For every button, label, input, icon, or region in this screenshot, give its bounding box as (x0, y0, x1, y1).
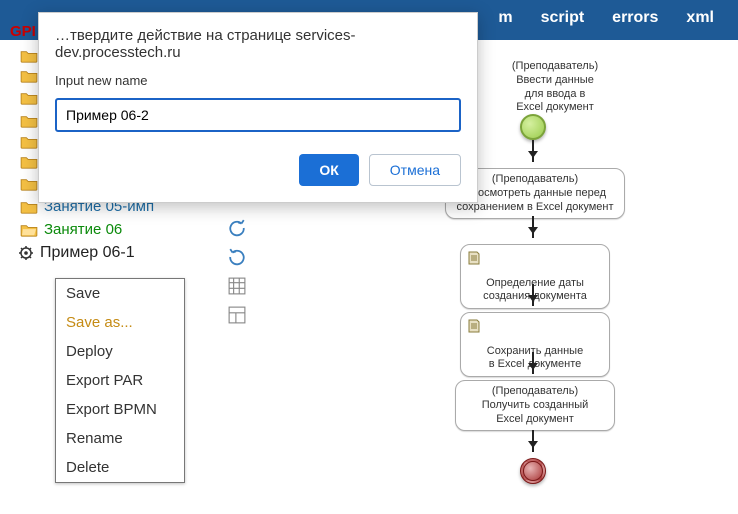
tab-form[interactable]: m (484, 0, 526, 40)
prompt-dialog: …твердите действие на странице services-… (38, 12, 478, 203)
context-menu: Save Save as... Deploy Export PAR Export… (55, 278, 185, 483)
tab-errors[interactable]: errors (598, 0, 672, 40)
folder-open-icon (20, 223, 38, 237)
tree-item-selected[interactable]: Занятие 06 (8, 218, 208, 241)
flow-node-receive[interactable]: (Преподаватель) Получить созданный Excel… (455, 380, 615, 431)
flow-start-label: (Преподаватель) Ввести данные для ввода … (485, 60, 625, 115)
tree-process-node[interactable]: Пример 06-1 (8, 241, 208, 265)
ctx-save[interactable]: Save (56, 279, 184, 308)
layout-icon[interactable] (228, 306, 246, 324)
ctx-export-par[interactable]: Export PAR (56, 366, 184, 395)
folder-icon (20, 114, 38, 128)
undo-icon[interactable] (228, 219, 246, 237)
ctx-deploy[interactable]: Deploy (56, 337, 184, 366)
name-input[interactable] (55, 98, 461, 132)
ctx-rename[interactable]: Rename (56, 424, 184, 453)
cancel-button[interactable]: Отмена (369, 154, 461, 186)
folder-icon (20, 49, 38, 63)
grid-icon[interactable] (228, 277, 246, 295)
flow-arrow (532, 430, 534, 452)
redo-icon[interactable] (228, 248, 246, 266)
ctx-save-as[interactable]: Save as... (56, 308, 184, 337)
script-icon (467, 319, 481, 333)
script-icon (467, 251, 481, 265)
flow-end-node[interactable] (520, 458, 546, 484)
folder-icon (20, 135, 38, 149)
tab-xml[interactable]: xml (672, 0, 728, 40)
tab-script[interactable]: script (527, 0, 599, 40)
folder-icon (20, 200, 38, 214)
flow-arrow (532, 284, 534, 306)
ctx-export-bpmn[interactable]: Export BPMN (56, 395, 184, 424)
flow-start-node[interactable] (520, 114, 546, 140)
ok-button[interactable]: ОК (299, 154, 358, 186)
ctx-delete[interactable]: Delete (56, 453, 184, 482)
tree-label: Занятие 06 (44, 221, 122, 238)
tree-process-label: Пример 06-1 (40, 244, 135, 262)
folder-icon (20, 91, 38, 105)
process-icon (18, 245, 34, 261)
dialog-title: …твердите действие на странице services-… (55, 27, 461, 61)
flow-arrow (532, 140, 534, 162)
folder-icon (20, 155, 38, 169)
folder-icon (20, 69, 38, 83)
dialog-label: Input new name (55, 73, 461, 88)
flow-arrow (532, 352, 534, 374)
folder-icon (20, 177, 38, 191)
flow-arrow (532, 216, 534, 238)
